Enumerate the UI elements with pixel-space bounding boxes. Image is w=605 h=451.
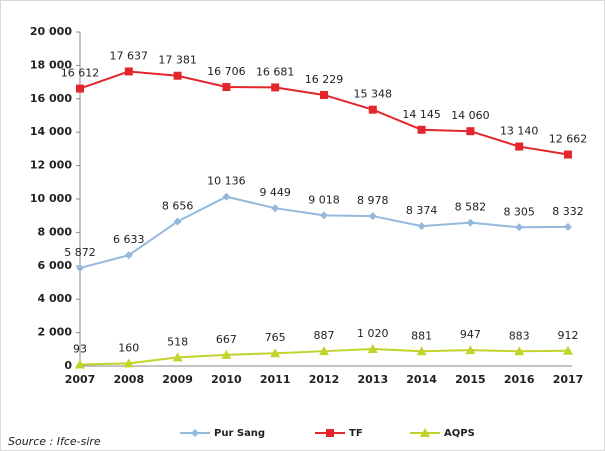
y-tick-label: 0 (64, 359, 72, 372)
x-tick-label: 2013 (357, 373, 388, 386)
legend-marker (191, 429, 199, 437)
data-label: 912 (558, 329, 579, 342)
legend-label: AQPS (444, 428, 475, 439)
data-label: 8 374 (406, 204, 438, 217)
data-label: 667 (216, 333, 237, 346)
data-label: 881 (411, 329, 432, 342)
legend-marker (420, 428, 430, 437)
x-tick-label: 2011 (260, 373, 291, 386)
point (515, 142, 524, 151)
y-tick-label: 2 000 (38, 326, 73, 339)
data-label: 518 (167, 335, 188, 348)
y-tick-label: 8 000 (38, 225, 73, 238)
legend-label: TF (349, 428, 363, 439)
x-tick-label: 2008 (113, 373, 144, 386)
x-tick-label: 2015 (455, 373, 486, 386)
x-tick-label: 2007 (65, 373, 96, 386)
point (124, 251, 133, 260)
data-label: 93 (73, 342, 87, 355)
x-tick-label: 2016 (504, 373, 535, 386)
point (76, 263, 84, 272)
point (271, 204, 280, 213)
data-label: 10 136 (207, 175, 246, 188)
data-label: 160 (118, 341, 139, 354)
y-tick-label: 10 000 (30, 192, 72, 205)
point (320, 90, 328, 99)
data-label: 14 060 (451, 109, 490, 122)
data-label: 13 140 (500, 125, 539, 138)
data-label: 17 381 (158, 54, 197, 67)
point (368, 105, 377, 114)
data-label: 8 978 (357, 194, 389, 207)
point (466, 127, 475, 136)
data-label: 9 449 (259, 186, 291, 199)
x-tick-label: 2017 (553, 373, 584, 386)
x-tick-label: 2012 (309, 373, 340, 386)
point (172, 352, 183, 362)
point (368, 212, 377, 221)
y-tick-label: 6 000 (38, 259, 73, 272)
data-label: 15 348 (354, 88, 393, 101)
data-label: 8 582 (455, 201, 487, 214)
legend-label: Pur Sang (214, 428, 265, 439)
source-note: Source : Ifce-sire (8, 435, 101, 448)
data-label: 947 (460, 328, 481, 341)
point (222, 83, 231, 92)
data-label: 9 018 (308, 193, 340, 206)
x-tick-label: 2010 (211, 373, 242, 386)
point (416, 346, 427, 356)
data-label: 12 662 (549, 133, 588, 146)
data-label: 6 633 (113, 233, 145, 246)
point (75, 359, 85, 369)
data-label: 765 (265, 331, 286, 344)
x-tick-label: 2009 (162, 373, 193, 386)
point (124, 67, 133, 76)
point (465, 345, 476, 355)
y-tick-label: 18 000 (30, 58, 72, 71)
data-label: 883 (509, 329, 530, 342)
data-label: 16 229 (305, 73, 344, 86)
point (221, 349, 232, 359)
y-tick-label: 14 000 (30, 125, 72, 138)
point (367, 343, 378, 353)
data-label: 8 656 (162, 199, 194, 212)
point (222, 192, 231, 201)
point (466, 218, 475, 227)
point (319, 346, 329, 356)
data-label: 887 (314, 329, 335, 342)
data-label: 16 681 (256, 65, 295, 78)
data-label: 16 706 (207, 65, 246, 78)
point (271, 83, 280, 92)
data-label: 16 612 (61, 67, 100, 80)
data-label: 5 872 (64, 246, 96, 259)
data-label: 1 020 (357, 327, 389, 340)
point (564, 222, 572, 231)
y-tick-label: 20 000 (30, 25, 72, 38)
data-label: 8 305 (503, 205, 535, 218)
y-tick-label: 12 000 (30, 159, 72, 172)
point (417, 222, 426, 231)
point (76, 84, 84, 93)
x-tick-label: 2014 (406, 373, 437, 386)
point (564, 150, 572, 159)
point (417, 125, 426, 134)
point (320, 211, 328, 220)
point (563, 345, 573, 355)
point (173, 71, 182, 80)
data-label: 17 637 (110, 49, 149, 62)
point (270, 348, 281, 358)
point (515, 223, 524, 232)
legend-marker (326, 429, 334, 437)
y-tick-label: 4 000 (38, 292, 73, 305)
data-label: 8 332 (552, 205, 584, 218)
point (123, 358, 134, 368)
point (173, 217, 182, 226)
data-label: 14 145 (402, 108, 441, 121)
y-tick-label: 16 000 (30, 92, 72, 105)
point (514, 346, 525, 356)
